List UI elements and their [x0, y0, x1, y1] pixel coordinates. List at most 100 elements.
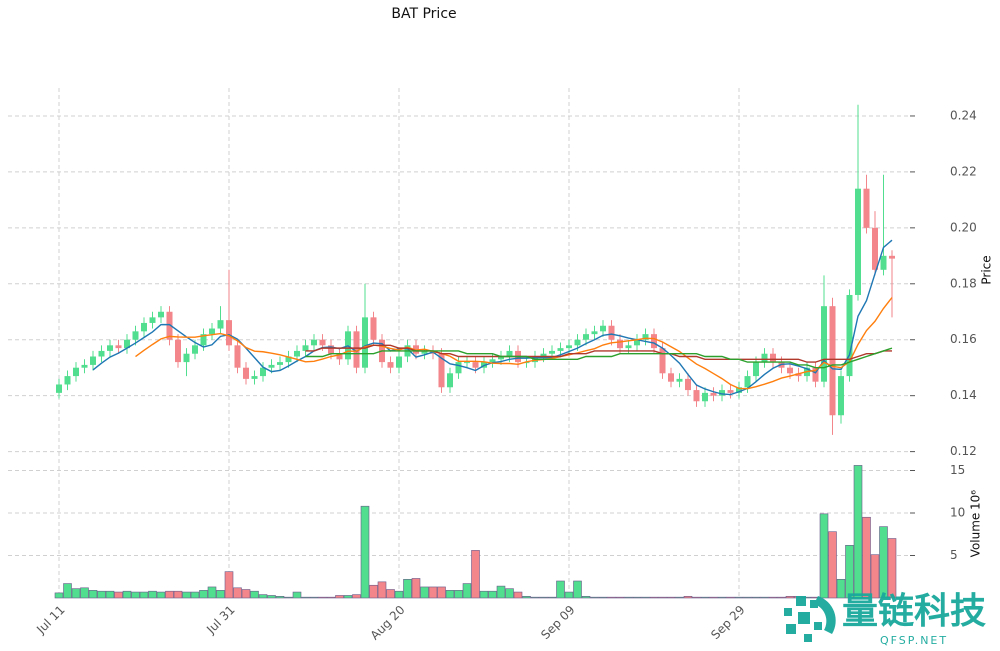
candle-body [693, 390, 700, 402]
volume-bar [785, 595, 795, 599]
volume-bar [139, 591, 149, 599]
candle-body [668, 373, 674, 382]
moving-average-line [305, 347, 893, 369]
volume-bar [683, 595, 693, 599]
candle-body [540, 353, 547, 357]
volume-bar [649, 596, 659, 599]
volume-bar [275, 595, 285, 599]
candle-body [217, 320, 224, 329]
candle-body [209, 328, 215, 335]
candle-body [455, 362, 462, 374]
volume-bar [267, 595, 276, 599]
candle-body [464, 362, 470, 364]
candle-body [362, 317, 368, 368]
volume-bar [216, 590, 225, 599]
volume-bar [641, 596, 650, 599]
candle-body [557, 348, 564, 351]
candle-body [158, 311, 164, 318]
candle-body [107, 345, 113, 351]
volume-bar [326, 596, 336, 599]
volume-bar [862, 516, 871, 599]
volume-bar [488, 590, 497, 599]
volume-bar [726, 596, 735, 599]
candle-body [336, 353, 343, 360]
y-tick-label: 0.22 [950, 164, 977, 178]
volume-bar [352, 594, 361, 599]
candle-body [447, 373, 453, 388]
volume-bar [428, 586, 438, 599]
volume-bar [420, 586, 429, 599]
candle-body [175, 339, 181, 363]
volume-bar [870, 554, 880, 599]
volume-bar [182, 591, 191, 599]
volume-bar [394, 590, 404, 599]
moving-average-line [135, 297, 893, 390]
watermark: 量链科技 QFSP.NET [784, 591, 986, 647]
y2-axis-label: Volume [969, 513, 983, 558]
y-tick-label: 0.14 [950, 388, 977, 402]
volume-bar [233, 587, 242, 599]
candle-body [608, 325, 615, 340]
candle-body [634, 339, 640, 346]
volume-bar [573, 580, 582, 599]
candle-body [64, 376, 71, 385]
volume-bar [624, 596, 633, 599]
candle-body [744, 376, 751, 388]
candle-body [285, 356, 292, 363]
volume-bar [887, 538, 897, 599]
y2-tick-label: 5 [950, 548, 958, 562]
volume-bar [309, 596, 319, 599]
candle-body [81, 364, 88, 368]
volume-bar [828, 531, 837, 599]
y-tick-label: 0.12 [950, 444, 977, 458]
candle-body [132, 331, 139, 340]
volume-bar [173, 590, 183, 599]
volume-bar [80, 587, 89, 599]
candle-body [583, 334, 589, 340]
candle-body [761, 353, 768, 363]
volume-bar [377, 581, 387, 599]
candle-body [192, 345, 198, 354]
candle-body [617, 339, 623, 349]
x-tick-label: Jul 31 [203, 603, 237, 637]
candle-body [821, 306, 827, 382]
volume-bar [615, 596, 625, 599]
volume-bar [224, 571, 234, 599]
volume-bar [411, 578, 421, 599]
volume-bar [156, 591, 166, 599]
candle-body [812, 367, 819, 382]
candle-body [200, 334, 207, 346]
candle-body [268, 364, 275, 368]
volume-bar [836, 578, 846, 599]
candle-body [523, 362, 530, 364]
volume-bar [530, 596, 540, 599]
candle-body [855, 188, 861, 295]
volume-bar [445, 590, 455, 599]
candle-body [141, 322, 147, 332]
volume-bar [190, 591, 200, 599]
volume-bar [853, 465, 863, 599]
volume-bar [335, 595, 344, 599]
candle-body [166, 311, 173, 340]
volume-bar [462, 583, 472, 599]
y2-tick-label: 10 [950, 506, 965, 520]
volume-bar [479, 590, 489, 599]
candle-body [294, 350, 300, 357]
volume-bar [403, 578, 412, 599]
candle-body [880, 255, 887, 270]
volume-bar [598, 596, 608, 599]
candle-body [302, 345, 309, 351]
volume-bar [88, 590, 98, 599]
candle-body [472, 362, 479, 368]
y-tick-label: 0.24 [950, 108, 977, 122]
candle-body [651, 334, 657, 349]
volume-bar [343, 595, 353, 599]
x-tick-label: Jul 11 [33, 603, 67, 637]
volume-bar [692, 596, 701, 599]
candle-body [73, 367, 79, 377]
candle-body [370, 317, 377, 340]
candle-body [328, 345, 334, 354]
y-tick-label: 0.18 [950, 276, 977, 290]
candle-body [642, 334, 649, 340]
volume-bar [207, 586, 217, 599]
